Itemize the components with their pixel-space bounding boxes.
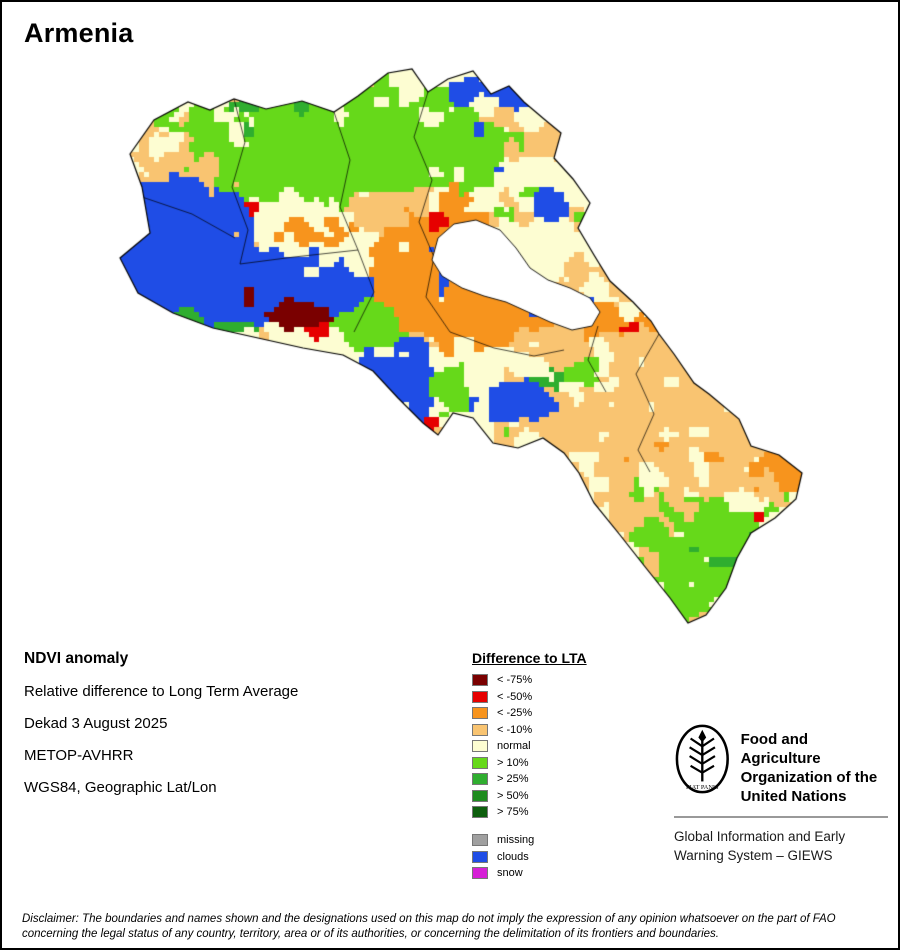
- legend-label: < -25%: [497, 707, 533, 719]
- legend-extra-items: missing clouds snow: [472, 834, 587, 879]
- legend-swatch: [472, 806, 488, 818]
- map-metadata-block: NDVI anomaly Relative difference to Long…: [24, 650, 298, 811]
- legend-swatch: [472, 690, 488, 703]
- giews-line: Global Information and Early: [674, 829, 846, 844]
- fao-org-line: Organization of the: [740, 769, 878, 786]
- legend-label: normal: [497, 740, 531, 752]
- fao-logo-icon: FIAT PANIS: [675, 724, 729, 794]
- legend-item-snow: snow: [472, 867, 587, 879]
- fao-org-line: United Nations: [740, 788, 847, 805]
- legend-item-p75: > 75%: [472, 806, 587, 818]
- metadata-line-projection: WGS84, Geographic Lat/Lon: [24, 779, 217, 796]
- legend-swatch: [472, 674, 488, 686]
- ndvi-anomaly-heading: NDVI anomaly: [24, 650, 129, 667]
- legend-label: > 75%: [497, 806, 529, 818]
- fao-logo-motto: FIAT PANIS: [686, 784, 719, 791]
- legend-item-clouds: clouds: [472, 850, 587, 863]
- legend-label: > 50%: [497, 789, 529, 802]
- legend-label: missing: [497, 834, 535, 846]
- legend-item-m10: < -10%: [472, 723, 587, 736]
- legend-swatch: [472, 773, 488, 785]
- legend-label: snow: [497, 867, 523, 879]
- legend-item-p50: > 50%: [472, 789, 587, 802]
- metadata-line-dekad: Dekad 3 August 2025: [24, 715, 168, 732]
- fao-separator: [674, 816, 888, 818]
- legend-swatch: [472, 723, 488, 736]
- metadata-line-description: Relative difference to Long Term Average: [24, 683, 299, 700]
- legend-item-m75: < -75%: [472, 674, 587, 686]
- giews-line: Warning System – GIEWS: [674, 848, 833, 863]
- fao-org-line: Food and Agriculture: [740, 731, 821, 767]
- metadata-line-sensor: METOP-AVHRR: [24, 747, 134, 764]
- legend-items: < -75% < -50% < -25% < -10% normal > 10% > 25%…: [472, 674, 587, 818]
- legend-title: Difference to LTA: [472, 650, 587, 666]
- legend-item-p25: > 25%: [472, 773, 587, 785]
- legend-label: > 10%: [497, 756, 529, 769]
- legend-item-p10: > 10%: [472, 756, 587, 769]
- legend-item-missing: missing: [472, 834, 587, 846]
- legend-swatch: [472, 756, 488, 769]
- legend-item-m50: < -50%: [472, 690, 587, 703]
- legend-swatch: [472, 834, 488, 846]
- legend-item-m25: < -25%: [472, 707, 587, 719]
- legend-label: < -50%: [497, 690, 533, 703]
- legend: Difference to LTA < -75% < -50% < -25% < -1…: [472, 650, 587, 884]
- disclaimer-text: Disclaimer: The boundaries and names sho…: [22, 913, 836, 940]
- legend-label: > 25%: [497, 773, 529, 785]
- legend-swatch: [472, 740, 488, 752]
- legend-label: clouds: [497, 850, 529, 863]
- legend-swatch: [472, 850, 488, 863]
- legend-label: < -10%: [497, 723, 533, 736]
- legend-swatch: [472, 789, 488, 802]
- giews-label: Global Information and Early Warning Sys…: [674, 827, 888, 865]
- legend-item-normal: normal: [472, 740, 587, 752]
- legend-label: < -75%: [497, 674, 533, 686]
- page-title: Armenia: [24, 18, 134, 48]
- legend-swatch: [472, 867, 488, 879]
- fao-org-name: Food and Agriculture Organization of the…: [741, 722, 888, 806]
- fao-block: FIAT PANIS Food and Agriculture Organiza…: [674, 722, 888, 865]
- legend-swatch: [472, 707, 488, 719]
